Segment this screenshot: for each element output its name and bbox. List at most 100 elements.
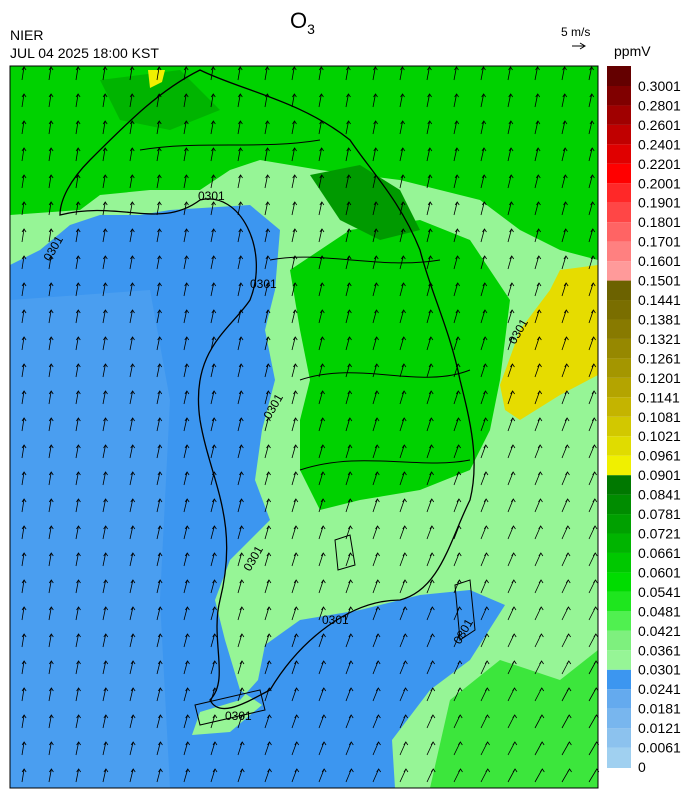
wind-arrow bbox=[345, 201, 352, 216]
wind-arrow bbox=[156, 471, 163, 486]
wind-arrow bbox=[372, 228, 379, 243]
wind-arrow bbox=[588, 93, 595, 108]
wind-arrow bbox=[507, 444, 516, 459]
wind-arrow bbox=[156, 201, 162, 216]
wind-arrow bbox=[48, 228, 54, 243]
wind-arrow bbox=[507, 525, 516, 540]
wind-arrow bbox=[534, 66, 540, 81]
colorbar-block bbox=[607, 261, 631, 281]
wind-arrow bbox=[372, 417, 380, 432]
wind-arrow bbox=[156, 120, 162, 135]
wind-arrow bbox=[183, 741, 191, 756]
wind-arrow bbox=[129, 201, 135, 216]
wind-arrow bbox=[426, 606, 435, 621]
wind-arrow bbox=[453, 687, 463, 702]
wind-arrow bbox=[534, 201, 541, 216]
wind-arrow bbox=[156, 363, 163, 378]
wind-arrow bbox=[21, 417, 27, 432]
wind-arrow bbox=[426, 228, 433, 243]
wind-arrow bbox=[588, 390, 597, 405]
wind-arrow bbox=[183, 174, 189, 189]
wind-arrow bbox=[561, 147, 568, 162]
wind-arrow bbox=[480, 768, 491, 783]
wind-arrow bbox=[372, 444, 380, 459]
wind-arrow bbox=[453, 471, 462, 486]
wind-arrow bbox=[480, 390, 488, 405]
wind-arrow bbox=[372, 93, 378, 108]
wind-arrow bbox=[48, 66, 54, 81]
wind-arrow bbox=[561, 174, 568, 189]
wind-arrow bbox=[264, 309, 271, 324]
wind-arrow bbox=[534, 552, 544, 567]
wind-arrow bbox=[480, 228, 487, 243]
wind-arrow bbox=[21, 309, 27, 324]
wind-arrow bbox=[453, 660, 463, 675]
wind-arrow bbox=[453, 714, 463, 729]
wind-arrow bbox=[399, 498, 407, 513]
wind-arrow bbox=[534, 687, 545, 702]
wind-arrow bbox=[588, 552, 598, 567]
wind-arrow bbox=[399, 444, 407, 459]
wind-arrow bbox=[210, 660, 218, 675]
wind-arrow bbox=[156, 336, 162, 351]
wind-arrow bbox=[534, 309, 542, 324]
wind-arrow bbox=[237, 255, 244, 270]
wind-arrow bbox=[210, 390, 217, 405]
wind-arrow bbox=[237, 687, 245, 702]
colorbar-block bbox=[607, 494, 631, 515]
wind-arrow bbox=[156, 174, 162, 189]
wind-arrow bbox=[183, 633, 190, 648]
wind-arrow bbox=[210, 633, 218, 648]
colorbar-label: 0.0601 bbox=[638, 564, 681, 580]
wind-arrow bbox=[210, 471, 217, 486]
wind-arrow bbox=[372, 579, 381, 594]
wind-arrow bbox=[129, 336, 135, 351]
wind-arrow bbox=[453, 282, 461, 297]
wind-arrow bbox=[507, 120, 514, 135]
wind-arrow bbox=[156, 417, 163, 432]
colorbar-label: 0.2201 bbox=[638, 156, 681, 172]
wind-arrow bbox=[507, 336, 515, 351]
wind-arrow bbox=[399, 255, 406, 270]
wind-arrow bbox=[237, 66, 243, 81]
wind-arrow bbox=[318, 174, 325, 189]
wind-arrow bbox=[291, 552, 299, 567]
wind-arrow bbox=[534, 255, 542, 270]
wind-arrow bbox=[372, 120, 378, 135]
wind-arrow bbox=[291, 444, 299, 459]
wind-arrow bbox=[264, 471, 271, 486]
wind-arrow bbox=[210, 201, 216, 216]
wind-arrow bbox=[21, 336, 27, 351]
wind-arrow bbox=[291, 336, 298, 351]
wind-arrow bbox=[345, 66, 351, 81]
wind-arrow bbox=[48, 147, 54, 162]
wind-arrow bbox=[291, 525, 299, 540]
province-border bbox=[139, 139, 471, 471]
wind-arrow bbox=[534, 498, 543, 513]
wind-arrow bbox=[21, 471, 27, 486]
wind-arrow bbox=[129, 660, 136, 675]
wind-arrow bbox=[453, 390, 461, 405]
wind-arrow bbox=[480, 633, 490, 648]
wind-arrow bbox=[399, 633, 408, 648]
wind-arrow bbox=[210, 147, 216, 162]
wind-arrow bbox=[210, 552, 217, 567]
wind-arrow bbox=[129, 363, 135, 378]
wind-arrow bbox=[372, 741, 381, 756]
wind-arrow bbox=[426, 768, 436, 783]
colorbar-label: 0.0421 bbox=[638, 623, 681, 639]
wind-arrow bbox=[318, 120, 324, 135]
wind-arrow bbox=[102, 282, 108, 297]
wind-arrow bbox=[156, 687, 163, 702]
wind-arrow bbox=[372, 336, 379, 351]
wind-arrow bbox=[48, 120, 54, 135]
wind-arrow bbox=[102, 93, 108, 108]
wind-arrow bbox=[561, 579, 571, 594]
wind-arrow bbox=[183, 444, 190, 459]
wind-arrow bbox=[210, 444, 217, 459]
org: NIER bbox=[10, 27, 43, 43]
wind-arrow bbox=[426, 444, 434, 459]
wind-arrow bbox=[453, 93, 459, 108]
wind-arrow bbox=[345, 309, 352, 324]
wind-arrow bbox=[507, 201, 514, 216]
